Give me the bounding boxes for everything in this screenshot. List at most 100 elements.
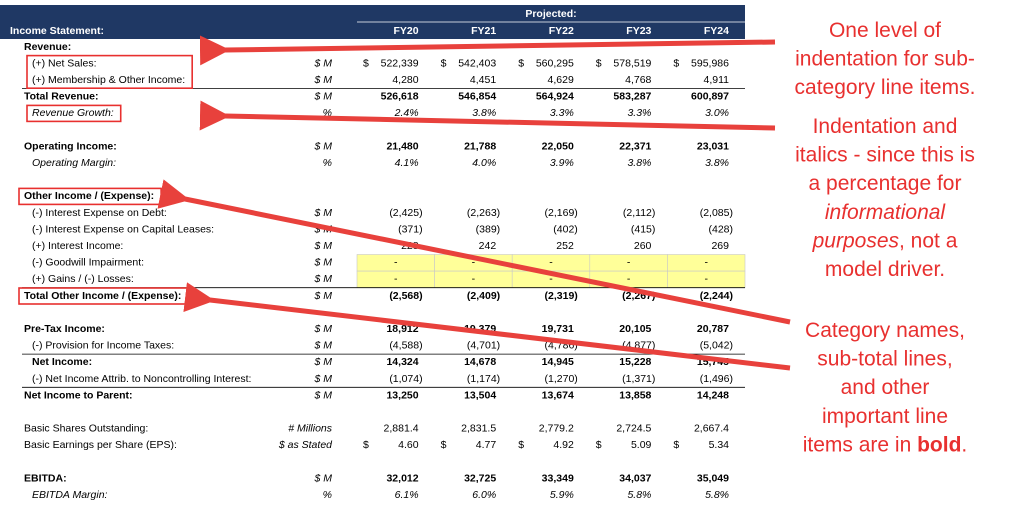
column-header: FY24 xyxy=(704,25,729,37)
annotation-line: items are in bold. xyxy=(803,433,968,456)
annotation-run: sub-total lines, xyxy=(817,347,952,370)
row-label: (+) Gains / (-) Losses: xyxy=(32,273,134,285)
cell-value: (371) xyxy=(398,223,423,235)
cell-value: 19,731 xyxy=(542,323,574,335)
cell-value: 3.3% xyxy=(550,107,574,119)
cell-value: 3.8% xyxy=(627,157,651,169)
cell-value: 33,349 xyxy=(542,472,574,484)
cell-value: 5.09 xyxy=(631,439,652,451)
cell-value: 3.3% xyxy=(627,107,651,119)
annotation-run: a percentage for xyxy=(809,172,962,195)
cell-value: 546,854 xyxy=(458,91,496,103)
cell-value: 13,858 xyxy=(619,389,651,401)
cell-value: 3.0% xyxy=(705,107,729,119)
cell-value: (1,496) xyxy=(700,373,733,385)
cell-value: (1,270) xyxy=(545,373,578,385)
currency: $ xyxy=(518,57,524,69)
cell-value: 560,295 xyxy=(536,57,574,69)
annotation-run: bold xyxy=(917,433,961,456)
unit: $ M xyxy=(313,91,332,103)
cell-value: 542,403 xyxy=(458,57,496,69)
cell-value: 20,787 xyxy=(697,323,729,335)
cell-value: (4,588) xyxy=(389,340,422,352)
cell-value: (2,112) xyxy=(623,207,656,219)
cell-value: (389) xyxy=(476,223,501,235)
annotation-run: Category names, xyxy=(805,319,965,342)
cell-value: 4.60 xyxy=(398,439,419,451)
row-label: Basic Earnings per Share (EPS): xyxy=(24,439,177,451)
row-label: EBITDA: xyxy=(24,472,67,484)
currency: $ xyxy=(363,57,369,69)
unit: $ M xyxy=(313,207,332,219)
annotation-line: purposes, not a xyxy=(812,229,958,252)
annotation-run: purposes xyxy=(812,229,900,252)
arrows xyxy=(157,35,791,371)
cell-value: 2,724.5 xyxy=(616,423,651,435)
annotation-line: and other xyxy=(841,376,930,399)
cell-value: 269 xyxy=(711,240,729,252)
cell-value: 14,945 xyxy=(542,356,574,368)
row-label: (-) Net Income Attrib. to Noncontrolling… xyxy=(32,373,251,385)
row-label: Net Income: xyxy=(32,356,92,368)
cell-value: - xyxy=(704,257,708,269)
unit: % xyxy=(323,107,332,119)
currency: $ xyxy=(441,57,447,69)
highlight-box xyxy=(26,104,122,123)
cell-value: 4,451 xyxy=(470,74,496,86)
cell-value: 260 xyxy=(634,240,652,252)
column-header: FY22 xyxy=(549,25,574,37)
annotation-run: informational xyxy=(825,200,947,223)
cell-value: 2,881.4 xyxy=(384,423,419,435)
unit: $ M xyxy=(313,257,332,269)
row-label: Pre-Tax Income: xyxy=(24,323,105,335)
row-label: Revenue Growth: xyxy=(32,107,114,119)
cell-value: 578,519 xyxy=(613,57,651,69)
column-header: FY23 xyxy=(626,25,651,37)
annotation-line: model driver. xyxy=(825,258,945,281)
row-label: Net Income to Parent: xyxy=(24,389,133,401)
cell-value: 522,339 xyxy=(381,57,419,69)
annotation-line: Indentation and xyxy=(813,115,958,138)
cell-value: 583,287 xyxy=(613,91,651,103)
row-label: (-) Interest Expense on Capital Leases: xyxy=(32,223,214,235)
cell-value: 14,678 xyxy=(464,356,496,368)
cell-value: - xyxy=(627,273,631,285)
unit: $ M xyxy=(313,472,332,484)
annotation-line: italics - since this is xyxy=(795,143,975,166)
currency: $ xyxy=(673,57,679,69)
cell-value: - xyxy=(394,257,398,269)
row-label: Operating Income: xyxy=(24,140,117,152)
cell-value: (1,174) xyxy=(467,373,500,385)
cell-value: - xyxy=(472,257,476,269)
cell-value: - xyxy=(549,273,553,285)
cell-value: 252 xyxy=(556,240,574,252)
column-header: FY21 xyxy=(471,25,496,37)
annotation-run: model driver. xyxy=(825,258,945,281)
annotation-run: , not a xyxy=(899,229,958,252)
cell-value: 4.77 xyxy=(476,439,497,451)
cell-value: 21,480 xyxy=(386,140,418,152)
annotation-line: One level of xyxy=(829,19,941,42)
cell-value: 14,324 xyxy=(386,356,418,368)
unit: $ M xyxy=(313,323,332,335)
annotation-run: indentation for sub- xyxy=(795,47,975,70)
table: Revenue: (+) Net Sales: $ M $522,339 $542,40… xyxy=(18,41,746,501)
cell-value: 6.0% xyxy=(472,489,496,501)
cell-value: 34,037 xyxy=(619,472,651,484)
unit: $ M xyxy=(313,57,332,69)
cell-value: (2,568) xyxy=(389,290,422,302)
annotation-run: category line items. xyxy=(795,76,976,99)
cell-value: (2,244) xyxy=(700,290,733,302)
cell-value: 595,986 xyxy=(691,57,729,69)
cell-value: 4.92 xyxy=(553,439,574,451)
annotation-run: items are in xyxy=(803,433,917,456)
unit: $ M xyxy=(313,389,332,401)
cell-value: 3.8% xyxy=(705,157,729,169)
cell-value: 22,371 xyxy=(619,140,651,152)
cell-value: 13,250 xyxy=(386,389,418,401)
annotations: One level of indentation for sub-category… xyxy=(795,19,976,456)
currency: $ xyxy=(596,439,602,451)
row-label: Operating Margin: xyxy=(32,157,116,169)
cell-value: 4,629 xyxy=(548,74,574,86)
